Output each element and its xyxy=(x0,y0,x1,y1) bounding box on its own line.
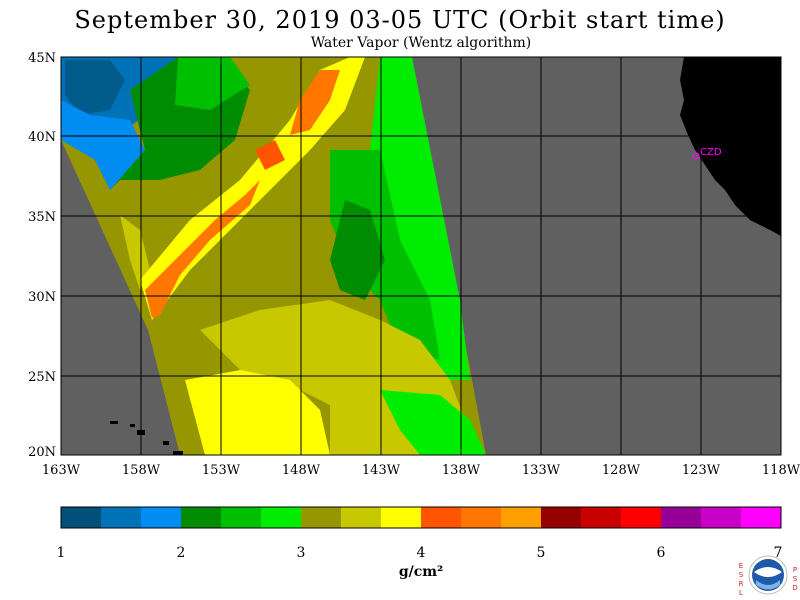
colorbar-cell xyxy=(661,507,702,528)
lat-label: 20N xyxy=(28,445,56,460)
logo-letter: R xyxy=(739,580,744,588)
colorbar-cell xyxy=(701,507,742,528)
lon-label: 118W xyxy=(762,463,800,478)
lon-labels: 163W 158W 153W 148W 143W 138W 133W 128W … xyxy=(42,463,800,478)
colorbar-cell xyxy=(261,507,302,528)
colorbar-frame xyxy=(60,506,782,529)
lon-label: 158W xyxy=(122,463,161,478)
colorbar-cell xyxy=(741,507,782,528)
swath-light-blue xyxy=(61,100,145,190)
colorbar-cell xyxy=(501,507,542,528)
lon-label: 128W xyxy=(602,463,641,478)
colorbar-cell xyxy=(421,507,462,528)
lon-label: 148W xyxy=(282,463,321,478)
lat-label: 40N xyxy=(28,130,56,145)
swath-olive-southwest xyxy=(150,320,240,380)
colorbar-cell xyxy=(141,507,182,528)
colorbar-tick: 3 xyxy=(297,545,306,561)
logo-letter: P xyxy=(793,566,797,574)
colorbar-cell xyxy=(181,507,222,528)
swath-orange-north xyxy=(290,70,340,135)
noaa-logo: NOAA E S R L P S D xyxy=(739,555,798,597)
swath-orange-small xyxy=(255,140,285,170)
colorbar-cell xyxy=(461,507,502,528)
swath-orange-river xyxy=(145,180,260,318)
hawaii-island-5 xyxy=(173,451,183,455)
lon-label: 138W xyxy=(442,463,481,478)
hawaii-island-2 xyxy=(130,424,135,427)
page-title: September 30, 2019 03-05 UTC (Orbit star… xyxy=(74,6,726,34)
noaa-logo-text: NOAA xyxy=(759,570,777,577)
colorbar-cell xyxy=(341,507,382,528)
station-marker: CZD xyxy=(692,147,722,160)
swath-green-mid xyxy=(330,150,440,360)
colorbar-tick: 4 xyxy=(417,545,426,561)
lon-label: 133W xyxy=(522,463,561,478)
swath-green-south xyxy=(380,390,486,455)
colorbar-ticks: 1 2 3 4 5 6 7 xyxy=(57,545,783,561)
swath-darkgreen-mid xyxy=(330,200,385,300)
colorbar-cell xyxy=(621,507,662,528)
colorbar-tick: 5 xyxy=(537,545,546,561)
hawaii-island-4 xyxy=(163,441,169,445)
north-america-coast xyxy=(680,57,781,236)
lat-label: 25N xyxy=(28,370,56,385)
colorbar-cell xyxy=(301,507,342,528)
noaa-wave-icon xyxy=(756,580,780,590)
colorbar-cell xyxy=(61,507,102,528)
map-panel: CZD xyxy=(61,57,781,455)
colorbar-tick: 7 xyxy=(774,545,783,561)
logo-letter: S xyxy=(739,571,744,579)
psd-letters: P S D xyxy=(792,566,797,592)
station-label: CZD xyxy=(700,147,722,158)
graticule xyxy=(61,57,781,455)
colorbar-tick: 1 xyxy=(57,545,66,561)
hawaii-island-1 xyxy=(110,421,118,424)
logo-letter: L xyxy=(739,589,743,597)
lon-label: 163W xyxy=(42,463,81,478)
page-subtitle: Water Vapor (Wentz algorithm) xyxy=(310,35,532,51)
swath-yellow-west xyxy=(120,215,150,290)
lat-label: 45N xyxy=(28,51,56,66)
colorbar-cell xyxy=(581,507,622,528)
colorbar-tick: 2 xyxy=(177,545,186,561)
water-vapor-swath xyxy=(61,57,486,455)
logo-letter: D xyxy=(792,584,797,592)
esrl-letters: E S R L xyxy=(739,562,744,597)
colorbar-cell xyxy=(221,507,262,528)
swath-deep-blue xyxy=(65,60,125,115)
colorbar xyxy=(61,507,782,528)
colorbar-cell xyxy=(101,507,142,528)
colorbar-unit: g/cm² xyxy=(399,564,443,580)
colorbar-tick: 6 xyxy=(657,545,666,561)
station-symbol xyxy=(692,152,700,160)
colorbar-cell xyxy=(381,507,422,528)
lon-label: 123W xyxy=(682,463,721,478)
lat-label: 35N xyxy=(28,210,56,225)
swath-olive-north xyxy=(110,140,240,260)
lon-label: 153W xyxy=(202,463,241,478)
logo-letter: E xyxy=(739,562,743,570)
lat-labels: 45N 40N 35N 30N 25N 20N xyxy=(28,51,56,460)
lat-label: 30N xyxy=(28,290,56,305)
map-frame xyxy=(60,56,782,456)
logo-letter: S xyxy=(793,575,798,583)
swath-green-east xyxy=(370,57,470,380)
swath-bright-green-nw xyxy=(175,57,250,110)
colorbar-cell xyxy=(541,507,582,528)
lon-label: 143W xyxy=(362,463,401,478)
noaa-bird-icon xyxy=(754,567,782,577)
